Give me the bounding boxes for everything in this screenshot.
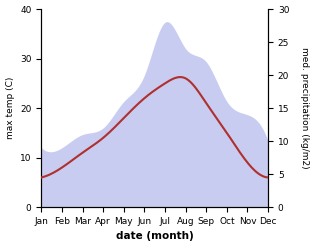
X-axis label: date (month): date (month) [116,231,194,242]
Y-axis label: med. precipitation (kg/m2): med. precipitation (kg/m2) [300,47,309,169]
Y-axis label: max temp (C): max temp (C) [5,77,15,139]
